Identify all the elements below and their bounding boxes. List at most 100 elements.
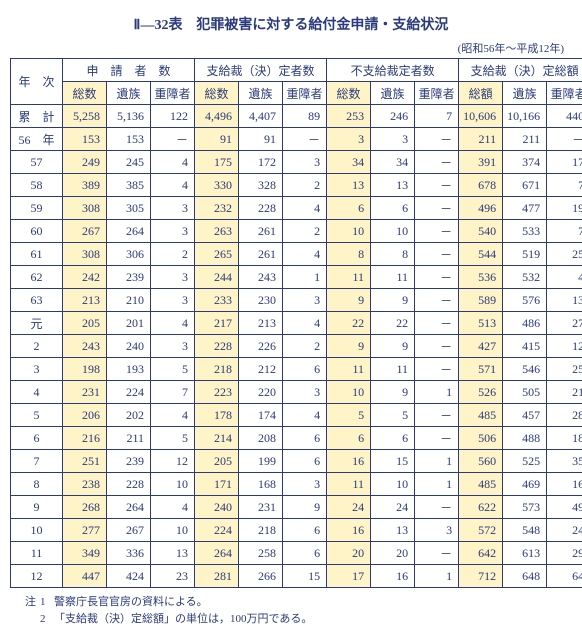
cell-amt-heavy: 18 [547,427,582,450]
cell-grant-total: 171 [195,473,239,496]
cell-grant-heavy: 4 [283,312,327,335]
cell-app-family: 239 [107,450,151,473]
table-row: 613083062265261488－54451925 [11,243,582,266]
cell-app-family: 5,136 [107,105,151,128]
cell-deny-heavy: － [415,335,459,358]
cell-amt-total: 572 [459,519,503,542]
cell-deny-heavy: 1 [415,565,459,588]
cell-amt-family: 211 [503,128,547,151]
cell-app-total: 249 [63,151,107,174]
table-row: 1244742423281266151716171264864 [11,565,582,588]
cell-app-family: 228 [107,473,151,496]
cell-deny-total: 8 [327,243,371,266]
cell-grant-total: 281 [195,565,239,588]
cell-amt-family: 374 [503,151,547,174]
cell-deny-heavy: － [415,220,459,243]
cell-grant-family: 199 [239,450,283,473]
cell-grant-heavy: 6 [283,542,327,565]
cell-grant-family: 208 [239,427,283,450]
cell-grant-heavy: 3 [283,151,327,174]
cell-grant-family: 258 [239,542,283,565]
cell-year: 61 [11,243,63,266]
cell-amt-heavy: 24 [547,519,582,542]
cell-deny-total: 10 [327,220,371,243]
cell-app-family: 306 [107,243,151,266]
table-row: 102772671022421861613357254824 [11,519,582,542]
cell-amt-total: 496 [459,197,503,220]
cell-deny-heavy: 3 [415,519,459,542]
cell-amt-family: 532 [503,266,547,289]
sub-total: 総数 [63,82,107,105]
cell-deny-family: 8 [371,243,415,266]
cell-deny-total: 9 [327,289,371,312]
cell-app-family: 264 [107,220,151,243]
cell-deny-total: 20 [327,542,371,565]
cell-deny-total: 17 [327,565,371,588]
data-table: 年 次 申 請 者 数 支給裁（決）定者数 不支給裁定者数 支給裁（決）定総額 … [10,58,582,588]
cell-grant-family: 231 [239,496,283,519]
note-num: 2 [40,611,54,628]
cell-deny-total: 10 [327,381,371,404]
cell-grant-total: 91 [195,128,239,151]
cell-year: 59 [11,197,63,220]
sub-family: 遺族 [239,82,283,105]
cell-deny-family: 10 [371,473,415,496]
cell-amt-total: 427 [459,335,503,358]
table-row: 元205201421721342222－51348627 [11,312,582,335]
cell-amt-family: 548 [503,519,547,542]
cell-app-total: 349 [63,542,107,565]
cell-grant-family: 213 [239,312,283,335]
table-row: 60267264326326121010－5405337 [11,220,582,243]
cell-app-family: 210 [107,289,151,312]
cell-grant-family: 218 [239,519,283,542]
cell-deny-total: 9 [327,335,371,358]
cell-deny-heavy: － [415,243,459,266]
note-num: 1 [40,594,54,611]
cell-amt-family: 613 [503,542,547,565]
sub-family: 遺族 [503,82,547,105]
cell-grant-heavy: 3 [283,381,327,404]
cell-app-heavy: 4 [151,496,195,519]
table-body: 累 計5,2585,1361224,4964,40789253246710,60… [11,105,582,588]
cell-grant-family: 228 [239,197,283,220]
table-row: 82382281017116831110148546916 [11,473,582,496]
cell-grant-family: 266 [239,565,283,588]
cell-app-heavy: 3 [151,220,195,243]
table-row: 9268264424023192424－62257349 [11,496,582,519]
cell-deny-heavy: 1 [415,473,459,496]
cell-grant-total: 233 [195,289,239,312]
cell-deny-heavy: － [415,542,459,565]
cell-grant-heavy: 2 [283,174,327,197]
cell-grant-total: 330 [195,174,239,197]
cell-grant-family: 91 [239,128,283,151]
cell-amt-family: 10,166 [503,105,547,128]
cell-grant-heavy: 4 [283,243,327,266]
table-head: 年 次 申 請 者 数 支給裁（決）定者数 不支給裁定者数 支給裁（決）定総額 … [11,59,582,105]
cell-amt-family: 576 [503,289,547,312]
cell-deny-total: 16 [327,519,371,542]
cell-grant-total: 214 [195,427,239,450]
cell-deny-heavy: － [415,266,459,289]
cell-grant-heavy: 4 [283,404,327,427]
cell-year: 9 [11,496,63,519]
cell-year: 6 [11,427,63,450]
table-row: 593083053232228466－49647719 [11,197,582,220]
cell-deny-family: 20 [371,542,415,565]
cell-deny-total: 16 [327,450,371,473]
cell-amt-heavy: 19 [547,197,582,220]
cell-amt-heavy: 12 [547,335,582,358]
cell-deny-heavy: － [415,358,459,381]
cell-amt-total: 712 [459,565,503,588]
cell-app-heavy: 12 [151,450,195,473]
table-row: 423122472232203109152650521 [11,381,582,404]
cell-app-total: 308 [63,243,107,266]
cell-grant-family: 212 [239,358,283,381]
cell-year: 4 [11,381,63,404]
cell-app-heavy: － [151,128,195,151]
col-group-granted: 支給裁（決）定者数 [195,59,327,82]
cell-amt-total: 678 [459,174,503,197]
cell-app-heavy: 10 [151,519,195,542]
cell-deny-family: 9 [371,335,415,358]
cell-deny-heavy: － [415,404,459,427]
cell-deny-family: 13 [371,174,415,197]
